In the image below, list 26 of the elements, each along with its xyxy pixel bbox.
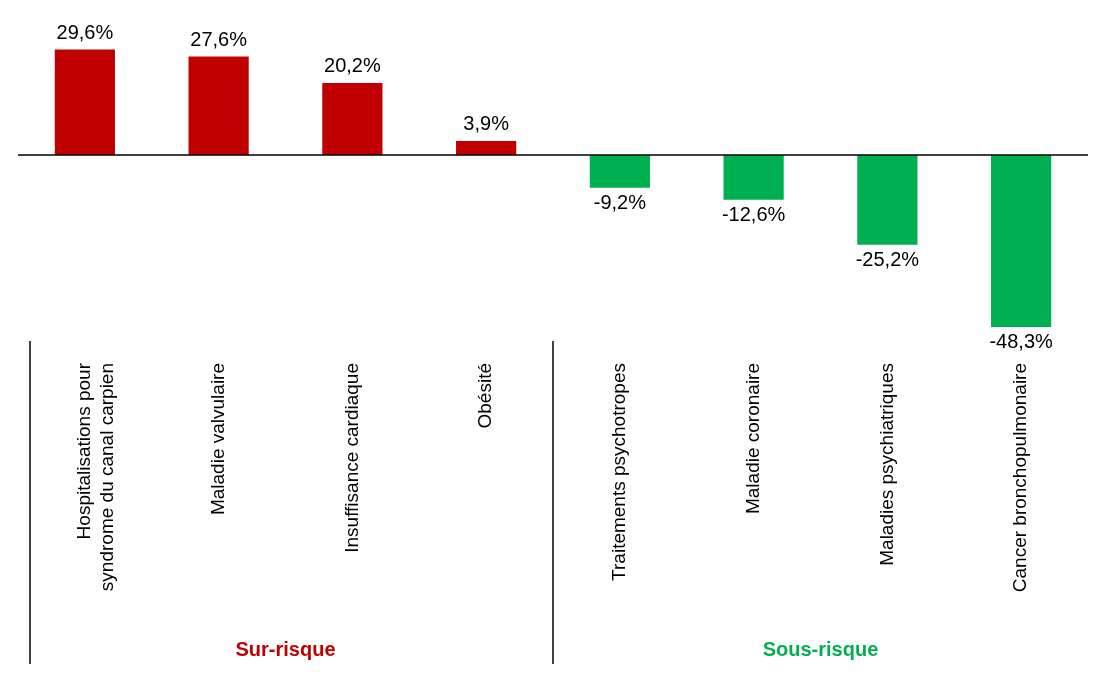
data-label: -9,2% bbox=[593, 191, 647, 214]
x-tick-label: Traitements psychotropes bbox=[608, 363, 630, 581]
text: Sur-risque bbox=[235, 637, 336, 660]
x-tick-label: Maladies psychiatriques bbox=[875, 363, 897, 566]
text: Sous-risque bbox=[762, 637, 879, 660]
data-label: 27,6% bbox=[190, 28, 248, 51]
data-label: -25,2% bbox=[855, 248, 920, 271]
x-tick-label: Obésité bbox=[474, 363, 496, 429]
bar bbox=[723, 154, 784, 200]
x-tick-label: Maladie valvulaire bbox=[206, 363, 228, 516]
x-tick-label: Hospitalisations pour syndrome du canal carpien bbox=[73, 362, 117, 592]
bar bbox=[54, 49, 115, 155]
x-tick-label: Maladie coronaire bbox=[741, 363, 763, 515]
x-tick-label: Insuffisance cardiaque bbox=[340, 363, 362, 553]
data-label: 29,6% bbox=[56, 20, 114, 43]
bar bbox=[857, 154, 918, 245]
bar bbox=[322, 82, 383, 155]
data-label: 20,2% bbox=[324, 54, 381, 77]
data-label: -48,3% bbox=[989, 330, 1054, 353]
bar bbox=[456, 140, 517, 155]
bar bbox=[991, 154, 1052, 327]
data-label: 3,9% bbox=[463, 112, 510, 135]
data-label: -12,6% bbox=[721, 203, 786, 226]
bar bbox=[188, 56, 249, 155]
x-tick-label: Cancer bronchopulmonaire bbox=[1009, 363, 1031, 593]
bar bbox=[589, 154, 650, 188]
